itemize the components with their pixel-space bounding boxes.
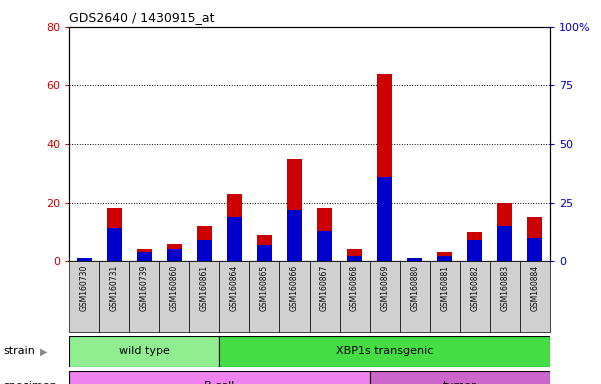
Bar <box>340 261 370 332</box>
Bar <box>279 261 310 332</box>
Text: strain: strain <box>3 346 35 356</box>
Text: GSM160866: GSM160866 <box>290 265 299 311</box>
Bar <box>310 261 340 332</box>
Bar <box>77 258 92 261</box>
Bar <box>400 261 430 332</box>
Bar <box>167 243 182 261</box>
Text: GSM160864: GSM160864 <box>230 265 239 311</box>
Bar <box>257 245 272 261</box>
Bar <box>468 232 482 261</box>
Bar <box>498 226 513 261</box>
Bar <box>257 235 272 261</box>
Text: GSM160881: GSM160881 <box>441 265 449 311</box>
Bar <box>189 261 219 332</box>
Bar <box>159 261 189 332</box>
Bar <box>197 226 212 261</box>
Bar <box>490 261 520 332</box>
Bar <box>197 240 212 261</box>
Text: GSM160861: GSM160861 <box>200 265 209 311</box>
Bar <box>77 258 92 261</box>
Bar <box>468 240 482 261</box>
Bar <box>520 261 550 332</box>
Text: tumor: tumor <box>443 381 477 384</box>
Bar <box>219 261 249 332</box>
Bar <box>107 209 122 261</box>
Bar <box>69 261 99 332</box>
Bar <box>249 261 279 332</box>
Text: B cell: B cell <box>204 381 234 384</box>
Text: wild type: wild type <box>119 346 169 356</box>
Bar <box>347 250 362 261</box>
Bar <box>287 210 302 261</box>
Bar <box>107 228 122 261</box>
Text: GSM160730: GSM160730 <box>80 265 88 311</box>
Text: GSM160880: GSM160880 <box>410 265 419 311</box>
Bar <box>528 238 543 261</box>
Bar <box>407 258 422 261</box>
Bar <box>460 261 490 332</box>
Text: GSM160865: GSM160865 <box>260 265 269 311</box>
Text: GSM160882: GSM160882 <box>471 265 479 311</box>
Text: GSM160884: GSM160884 <box>531 265 539 311</box>
Bar <box>370 261 400 332</box>
Bar <box>438 252 453 261</box>
Bar <box>137 252 152 261</box>
Bar <box>287 159 302 261</box>
Bar <box>227 194 242 261</box>
Bar <box>99 261 129 332</box>
Bar <box>347 257 362 261</box>
Bar <box>370 371 550 384</box>
Text: ▶: ▶ <box>40 346 47 356</box>
Bar <box>69 336 219 367</box>
Bar <box>430 261 460 332</box>
Bar <box>438 257 453 261</box>
Text: XBP1s transgenic: XBP1s transgenic <box>336 346 433 356</box>
Text: GDS2640 / 1430915_at: GDS2640 / 1430915_at <box>69 11 215 24</box>
Text: GSM160731: GSM160731 <box>110 265 118 311</box>
Bar <box>317 231 332 261</box>
Bar <box>377 177 392 261</box>
Text: GSM160869: GSM160869 <box>380 265 389 311</box>
Text: specimen: specimen <box>3 381 56 384</box>
Text: GSM160868: GSM160868 <box>350 265 359 311</box>
Bar <box>377 74 392 261</box>
Text: GSM160883: GSM160883 <box>501 265 509 311</box>
Bar <box>69 371 370 384</box>
Bar <box>498 203 513 261</box>
Bar <box>528 217 543 261</box>
Bar <box>227 217 242 261</box>
Text: GSM160860: GSM160860 <box>170 265 178 311</box>
Text: GSM160739: GSM160739 <box>140 265 148 311</box>
Bar <box>129 261 159 332</box>
Bar <box>407 258 422 261</box>
Bar <box>167 250 182 261</box>
Bar <box>219 336 550 367</box>
Text: GSM160867: GSM160867 <box>320 265 329 311</box>
Bar <box>137 250 152 261</box>
Bar <box>317 209 332 261</box>
Text: ▶: ▶ <box>40 381 47 384</box>
